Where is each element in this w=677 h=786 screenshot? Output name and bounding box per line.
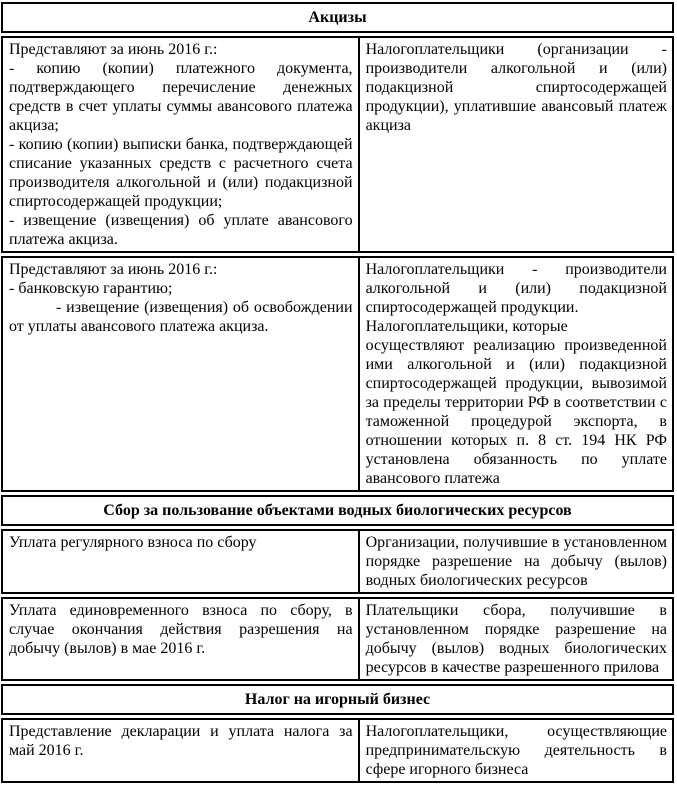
cell-obligation: Представляют за июнь 2016 г.: - копию (к…	[3, 38, 360, 251]
paragraph: осуществляют реализацию произведенной им…	[365, 337, 667, 487]
paragraph: Плательщики сбора, получившие в установл…	[365, 602, 667, 676]
paragraph: - копию (копии) платежного документа, по…	[9, 60, 353, 134]
paragraph: Представление декларации и уплата налога…	[9, 723, 353, 759]
cell-obligation: Уплата регулярного взноса по сбору	[3, 531, 360, 592]
paragraph: Налогоплательщики, осуществляющие предпр…	[365, 723, 667, 778]
paragraph: Налогоплательщики, которые	[365, 318, 568, 335]
cell-obligation: Представляют за июнь 2016 г.: - банковск…	[3, 258, 360, 490]
table-row: Уплата единовременного взноса по сбору, …	[1, 597, 674, 681]
paragraph: Уплата единовременного взноса по сбору, …	[9, 602, 353, 657]
table-row: Представление декларации и уплата налога…	[1, 718, 674, 783]
paragraph: Налогоплательщики (организации - произво…	[365, 41, 667, 134]
cell-payers: Плательщики сбора, получившие в установл…	[360, 599, 672, 679]
paragraph: - копию (копии) выписки банка, подтвержд…	[9, 136, 353, 210]
table-row: Представляют за июнь 2016 г.: - копию (к…	[1, 36, 674, 253]
table-row: Уплата регулярного взноса по сбору Орган…	[1, 529, 674, 594]
section-header-akcizy: Акцизы	[1, 2, 674, 33]
section-header-vodnye-resursy: Сбор за пользование объектами водных био…	[1, 495, 674, 526]
paragraph: Представляют за июнь 2016 г.:	[9, 41, 218, 58]
paragraph: Налогоплательщики - производители алкого…	[365, 261, 667, 316]
cell-obligation: Представление декларации и уплата налога…	[3, 720, 360, 781]
paragraph: Организации, получившие в установленном …	[365, 534, 667, 589]
cell-payers: Налогоплательщики (организации - произво…	[360, 38, 672, 251]
table-row: Представляют за июнь 2016 г.: - банковск…	[1, 256, 674, 492]
cell-payers: Налогоплательщики - производители алкого…	[360, 258, 672, 490]
section-header-igornyj-biznes: Налог на игорный бизнес	[1, 684, 674, 715]
cell-payers: Налогоплательщики, осуществляющие предпр…	[360, 720, 672, 781]
paragraph: Уплата регулярного взноса по сбору	[9, 534, 257, 551]
paragraph: - извещение (извещения) об освобождении …	[9, 299, 353, 335]
paragraph: - извещение (извещения) об уплате авансо…	[9, 212, 353, 248]
paragraph: - банковскую гарантию;	[9, 280, 173, 297]
cell-payers: Организации, получившие в установленном …	[360, 531, 672, 592]
paragraph: Представляют за июнь 2016 г.:	[9, 261, 218, 278]
cell-obligation: Уплата единовременного взноса по сбору, …	[3, 599, 360, 679]
